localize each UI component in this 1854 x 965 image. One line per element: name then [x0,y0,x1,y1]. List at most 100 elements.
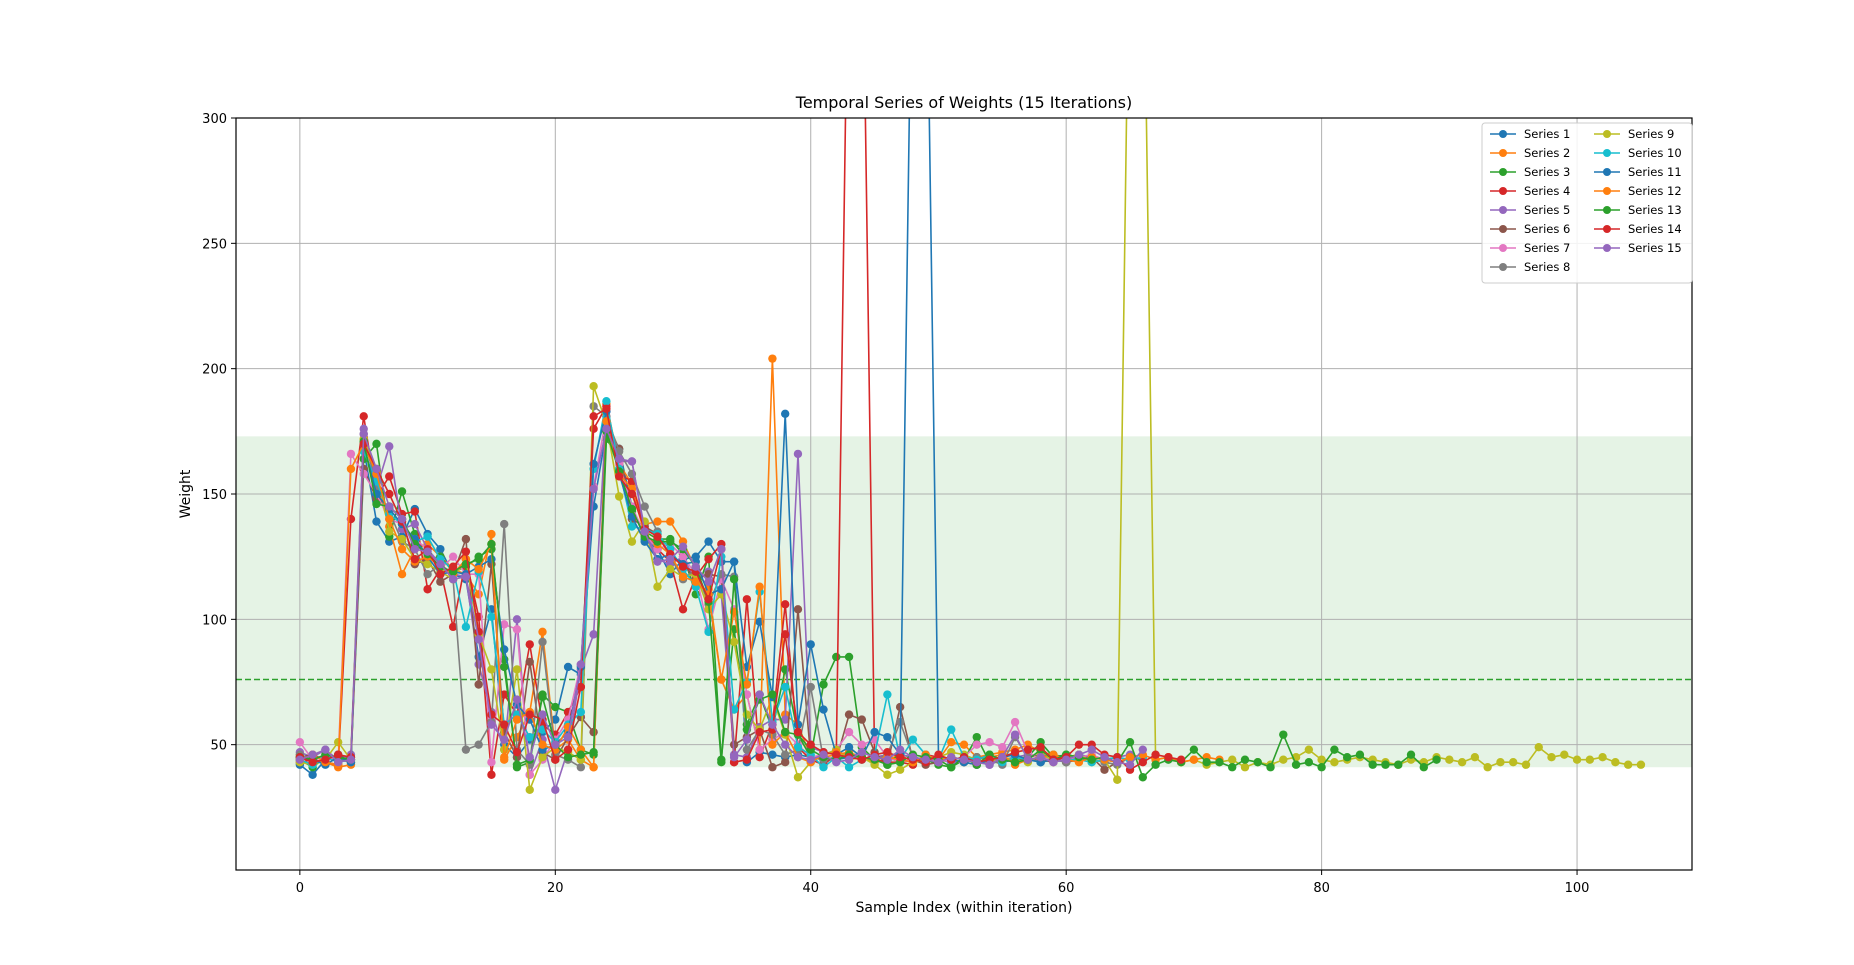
legend-swatch-marker [1499,206,1507,214]
data-point [1010,747,1020,757]
data-point [819,680,828,689]
data-point [870,727,879,737]
legend: Series 1 Series 2 Series 3 Series 4 Series 5… [1481,122,1693,284]
data-point [819,705,828,714]
data-point [627,537,637,546]
y-axis-label: Weight [178,469,194,518]
data-point [729,753,739,762]
data-point [832,750,841,759]
data-point [691,562,700,571]
data-point [372,464,381,474]
data-point [576,682,586,692]
data-point [1381,760,1390,769]
data-point [487,720,496,729]
data-point [487,539,496,549]
data-point [614,454,624,464]
data-point [857,747,867,757]
data-point [436,577,445,586]
y-tick-label: 150 [202,488,227,503]
data-point [1342,753,1352,762]
data-point [1598,753,1607,762]
data-point [755,727,764,737]
y-tick-label: 50 [210,739,227,754]
data-point [410,544,420,554]
data-point [551,702,560,712]
data-point [755,745,764,754]
data-point [768,750,777,759]
data-point [1228,755,1237,764]
data-point [832,758,841,767]
data-point [819,763,828,772]
data-point [576,660,586,669]
data-point [1010,758,1020,767]
data-point [538,753,547,762]
data-point [308,750,317,759]
data-point [717,544,726,554]
legend-item: Series 8 [1490,260,1570,274]
data-point [614,492,624,501]
data-point [844,652,854,662]
data-point [666,565,675,574]
data-point [653,517,662,526]
legend-box [1481,122,1693,284]
data-point [780,682,790,692]
data-point [397,514,407,524]
data-point [1483,763,1492,772]
series-line [299,407,1182,771]
data-point [755,690,764,699]
data-point [500,720,509,729]
data-point [359,429,368,439]
data-point [780,750,790,759]
data-point [589,484,598,494]
data-point [563,662,573,672]
data-point [742,595,752,604]
legend-item: Series 10 [1594,146,1682,160]
data-point [1151,750,1160,759]
data-point [729,575,739,584]
legend-swatch-marker [1499,168,1507,176]
x-tick-label: 100 [1565,881,1590,896]
data-point [1113,775,1122,784]
data-point [397,487,407,496]
data-point [666,554,675,564]
data-point [1279,755,1288,764]
data-point [1240,763,1250,772]
data-point [512,665,522,674]
legend-label: Series 1 [1524,127,1570,141]
data-point [385,514,394,524]
data-point [972,740,981,749]
data-point [780,758,790,767]
data-point [640,527,649,536]
data-point [563,745,573,754]
data-point [385,489,394,499]
data-point [1125,753,1135,762]
data-point [742,745,752,754]
legend-item: Series 4 [1490,184,1570,198]
data-point [372,499,381,509]
legend-swatch-marker [1499,263,1507,271]
data-point [1189,745,1199,754]
reference-band [236,436,1692,768]
data-point [1521,760,1531,769]
legend-label: Series 15 [1628,241,1682,255]
data-point [806,682,815,692]
data-point [959,755,969,764]
data-point [1304,758,1314,767]
data-point [1406,750,1416,759]
data-point [423,547,432,556]
legend-swatch-marker [1499,225,1507,233]
legend-swatch-marker [1603,187,1611,195]
legend-label: Series 13 [1628,203,1682,217]
data-point [1176,755,1186,764]
data-point [1010,717,1020,727]
data-point [576,763,586,772]
data-point [1228,763,1237,772]
data-point [487,770,496,779]
legend-item: Series 2 [1490,146,1570,160]
data-point [487,665,496,674]
data-point [1317,755,1326,764]
legend-label: Series 9 [1628,127,1674,141]
data-point [512,747,522,757]
